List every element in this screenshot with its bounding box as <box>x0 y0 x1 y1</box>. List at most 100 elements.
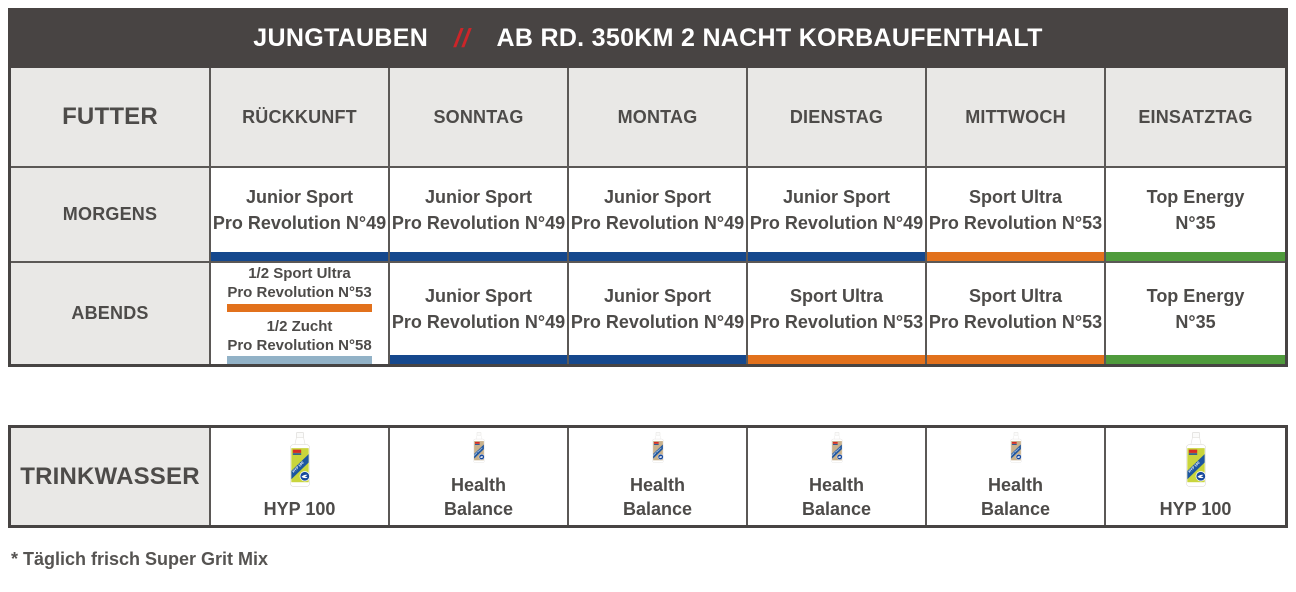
water-product-name: HYP 100 <box>263 499 336 519</box>
title-right: AB RD. 350KM 2 NACHT KORBAUFENTHALT <box>496 23 1043 52</box>
column-header-montag: MONTAG <box>569 68 748 168</box>
feed-split-top: 1/2 Sport Ultra Pro Revolution N°53 <box>227 263 372 312</box>
column-header-dienstag: DIENSTAG <box>748 68 927 168</box>
feed-color-bar <box>927 355 1104 364</box>
feed-cell-abends-sonntag: Junior Sport Pro Revolution N°49 <box>390 263 569 364</box>
column-header-label: MONTAG <box>617 106 698 127</box>
column-header-rueckkunft: RÜCKKUNFT <box>211 68 390 168</box>
feed-product: Pro Revolution N°58 <box>227 336 372 354</box>
water-product-name: Health Balance <box>443 475 514 519</box>
feed-product: Pro Revolution N°49 <box>570 212 745 233</box>
bottle-stripe-text: Health Balance <box>651 447 662 458</box>
pigeon-icon <box>479 456 483 459</box>
table-gap <box>8 367 1288 425</box>
water-cell-rueckkunft: HYP 100 HYP 100 <box>211 428 390 525</box>
feed-product: Pro Revolution N°53 <box>227 284 372 302</box>
column-header-einsatztag: EINSATZTAG <box>1106 68 1285 168</box>
feed-color-bar <box>390 355 567 364</box>
feed-color-bar <box>227 303 372 312</box>
feed-cell-morgens-rueckkunft: Junior Sport Pro Revolution N°49 <box>211 168 390 263</box>
water-product-name: Health Balance <box>622 475 693 519</box>
water-product-name: HYP 100 <box>1159 499 1232 519</box>
feed-color-bar <box>211 252 388 261</box>
feed-split-bottom: 1/2 Zucht Pro Revolution N°58 <box>227 316 372 364</box>
row-label-morgens: MORGENS <box>11 168 211 263</box>
feed-name: Junior Sport <box>246 186 353 207</box>
row-label-text: TRINKWASSER <box>20 462 200 490</box>
pigeon-icon <box>837 456 841 459</box>
feed-name: Top Energy <box>1146 285 1245 306</box>
feed-name: Sport Ultra <box>789 285 883 306</box>
title-left: JUNGTAUBEN <box>253 23 429 52</box>
feed-cell-abends-rueckkunft: 1/2 Sport Ultra Pro Revolution N°53 1/2 … <box>211 263 390 364</box>
column-header-label: RÜCKKUNFT <box>242 106 357 127</box>
feed-product: Pro Revolution N°49 <box>391 311 566 332</box>
column-header-label: DIENSTAG <box>789 106 884 127</box>
feed-product: Pro Revolution N°53 <box>749 311 924 332</box>
feed-product: Pro Revolution N°49 <box>749 212 924 233</box>
pigeon-icon <box>1196 474 1204 479</box>
title-bar: JUNGTAUBEN // AB RD. 350KM 2 NACHT KORBA… <box>8 8 1288 68</box>
feed-name: Sport Ultra <box>968 186 1062 207</box>
water-table: TRINKWASSER HYP 100 HYP 100 <box>8 425 1288 528</box>
feed-color-bar <box>927 252 1104 261</box>
feed-name: Junior Sport <box>783 186 890 207</box>
feed-table: FUTTER RÜCKKUNFT SONNTAG MONTAG DIENSTAG… <box>8 68 1288 367</box>
feed-color-bar <box>748 355 925 364</box>
column-header-mittwoch: MITTWOCH <box>927 68 1106 168</box>
feed-cell-morgens-sonntag: Junior Sport Pro Revolution N°49 <box>390 168 569 263</box>
bottle-stripe-text: Health Balance <box>830 447 841 458</box>
feed-color-bar <box>1106 355 1285 364</box>
row-label-text: ABENDS <box>71 303 149 323</box>
feed-product: Pro Revolution N°49 <box>570 311 745 332</box>
water-cell-dienstag: Health Balance Health Balance <box>748 428 927 525</box>
feed-product: N°35 <box>1175 311 1216 332</box>
title-separator: // <box>454 22 471 53</box>
feed-cell-morgens-einsatztag: Top Energy N°35 <box>1106 168 1285 263</box>
bottle-hyp100-icon: HYP 100 <box>289 432 310 487</box>
feed-cell-abends-einsatztag: Top Energy N°35 <box>1106 263 1285 364</box>
feed-cell-abends-mittwoch: Sport Ultra Pro Revolution N°53 <box>927 263 1106 364</box>
pigeon-icon <box>300 474 308 479</box>
pigeon-icon <box>658 456 662 459</box>
feed-color-bar <box>1106 252 1285 261</box>
footnote: * Täglich frisch Super Grit Mix <box>11 549 269 569</box>
feed-color-bar <box>569 252 746 261</box>
feed-color-bar <box>748 252 925 261</box>
water-product-name: Health Balance <box>801 475 872 519</box>
feed-name: 1/2 Sport Ultra <box>248 265 351 283</box>
column-header-label: FUTTER <box>62 103 158 130</box>
feed-cell-morgens-dienstag: Junior Sport Pro Revolution N°49 <box>748 168 927 263</box>
feed-name: Sport Ultra <box>968 285 1062 306</box>
column-header-sonntag: SONNTAG <box>390 68 569 168</box>
bottle-health-balance-icon: Health Balance <box>1009 432 1022 463</box>
water-product-name: Health Balance <box>980 475 1051 519</box>
pigeon-icon <box>1016 456 1020 459</box>
feed-cell-abends-dienstag: Sport Ultra Pro Revolution N°53 <box>748 263 927 364</box>
feed-color-bar <box>569 355 746 364</box>
feed-product: N°35 <box>1175 212 1216 233</box>
feed-name: 1/2 Zucht <box>266 317 333 335</box>
row-label-text: MORGENS <box>62 204 158 224</box>
feed-product: Pro Revolution N°49 <box>212 212 387 233</box>
bottle-health-balance-icon: Health Balance <box>830 432 843 463</box>
row-label-trinkwasser: TRINKWASSER <box>11 428 211 525</box>
feed-product: Pro Revolution N°53 <box>928 212 1103 233</box>
feed-name: Junior Sport <box>425 285 532 306</box>
feed-cell-morgens-mittwoch: Sport Ultra Pro Revolution N°53 <box>927 168 1106 263</box>
column-header-label: MITTWOCH <box>965 106 1066 127</box>
feed-name: Junior Sport <box>604 186 711 207</box>
water-cell-montag: Health Balance Health Balance <box>569 428 748 525</box>
water-cell-mittwoch: Health Balance Health Balance <box>927 428 1106 525</box>
column-header-label: EINSATZTAG <box>1138 106 1253 127</box>
feed-name: Junior Sport <box>604 285 711 306</box>
feed-color-bar <box>227 356 372 364</box>
feed-cell-morgens-montag: Junior Sport Pro Revolution N°49 <box>569 168 748 263</box>
feed-cell-abends-montag: Junior Sport Pro Revolution N°49 <box>569 263 748 364</box>
column-header-futter: FUTTER <box>11 68 211 168</box>
bottle-health-balance-icon: Health Balance <box>472 432 485 463</box>
bottle-health-balance-icon: Health Balance <box>651 432 664 463</box>
feed-color-bar <box>390 252 567 261</box>
column-header-label: SONNTAG <box>433 106 524 127</box>
